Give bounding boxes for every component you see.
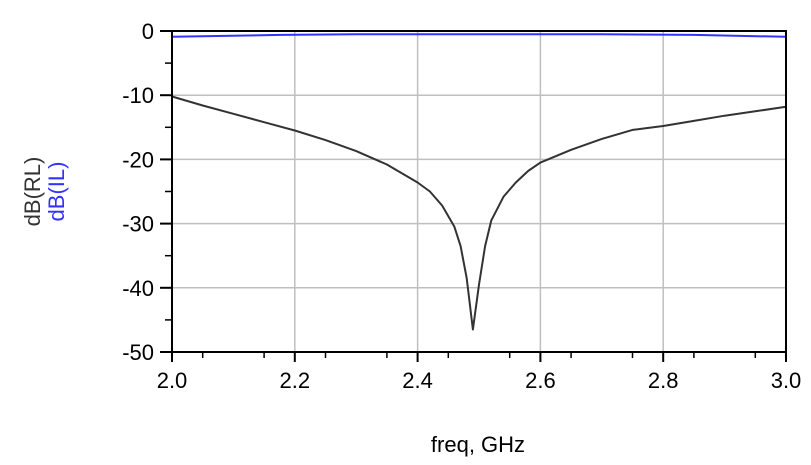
- y-tick-label: -50: [122, 340, 154, 365]
- x-axis-title: freq, GHz: [431, 432, 525, 457]
- y-tick-label: -40: [122, 276, 154, 301]
- y-tick-label: -30: [122, 212, 154, 237]
- y-tick-label: -10: [122, 83, 154, 108]
- x-tick-label: 2.4: [402, 368, 433, 393]
- x-tick-label: 2.8: [648, 368, 679, 393]
- x-tick-label: 2.0: [157, 368, 188, 393]
- x-tick-label: 2.6: [525, 368, 556, 393]
- x-tick-label: 3.0: [771, 368, 802, 393]
- series-line-db-il: [171, 33, 787, 38]
- tick-labels: 2.0 2.2 2.4 2.6 2.8 3.0 0 -10 -20 -30 -40 -50: [122, 19, 801, 393]
- y-axis-title: dB(RL): [20, 157, 45, 227]
- y-axis-title: dB(IL): [44, 162, 69, 222]
- grid: [172, 31, 786, 352]
- series-layer: [171, 33, 787, 331]
- series-line-db-rl: [171, 95, 787, 331]
- y-tick-label: 0: [142, 19, 154, 44]
- y-tick-label: -20: [122, 147, 154, 172]
- plot-frame: [171, 30, 787, 353]
- x-tick-label: 2.2: [280, 368, 311, 393]
- y-axis-titles: dB(RL) dB(IL): [20, 157, 69, 227]
- axis-ticks: [160, 30, 787, 362]
